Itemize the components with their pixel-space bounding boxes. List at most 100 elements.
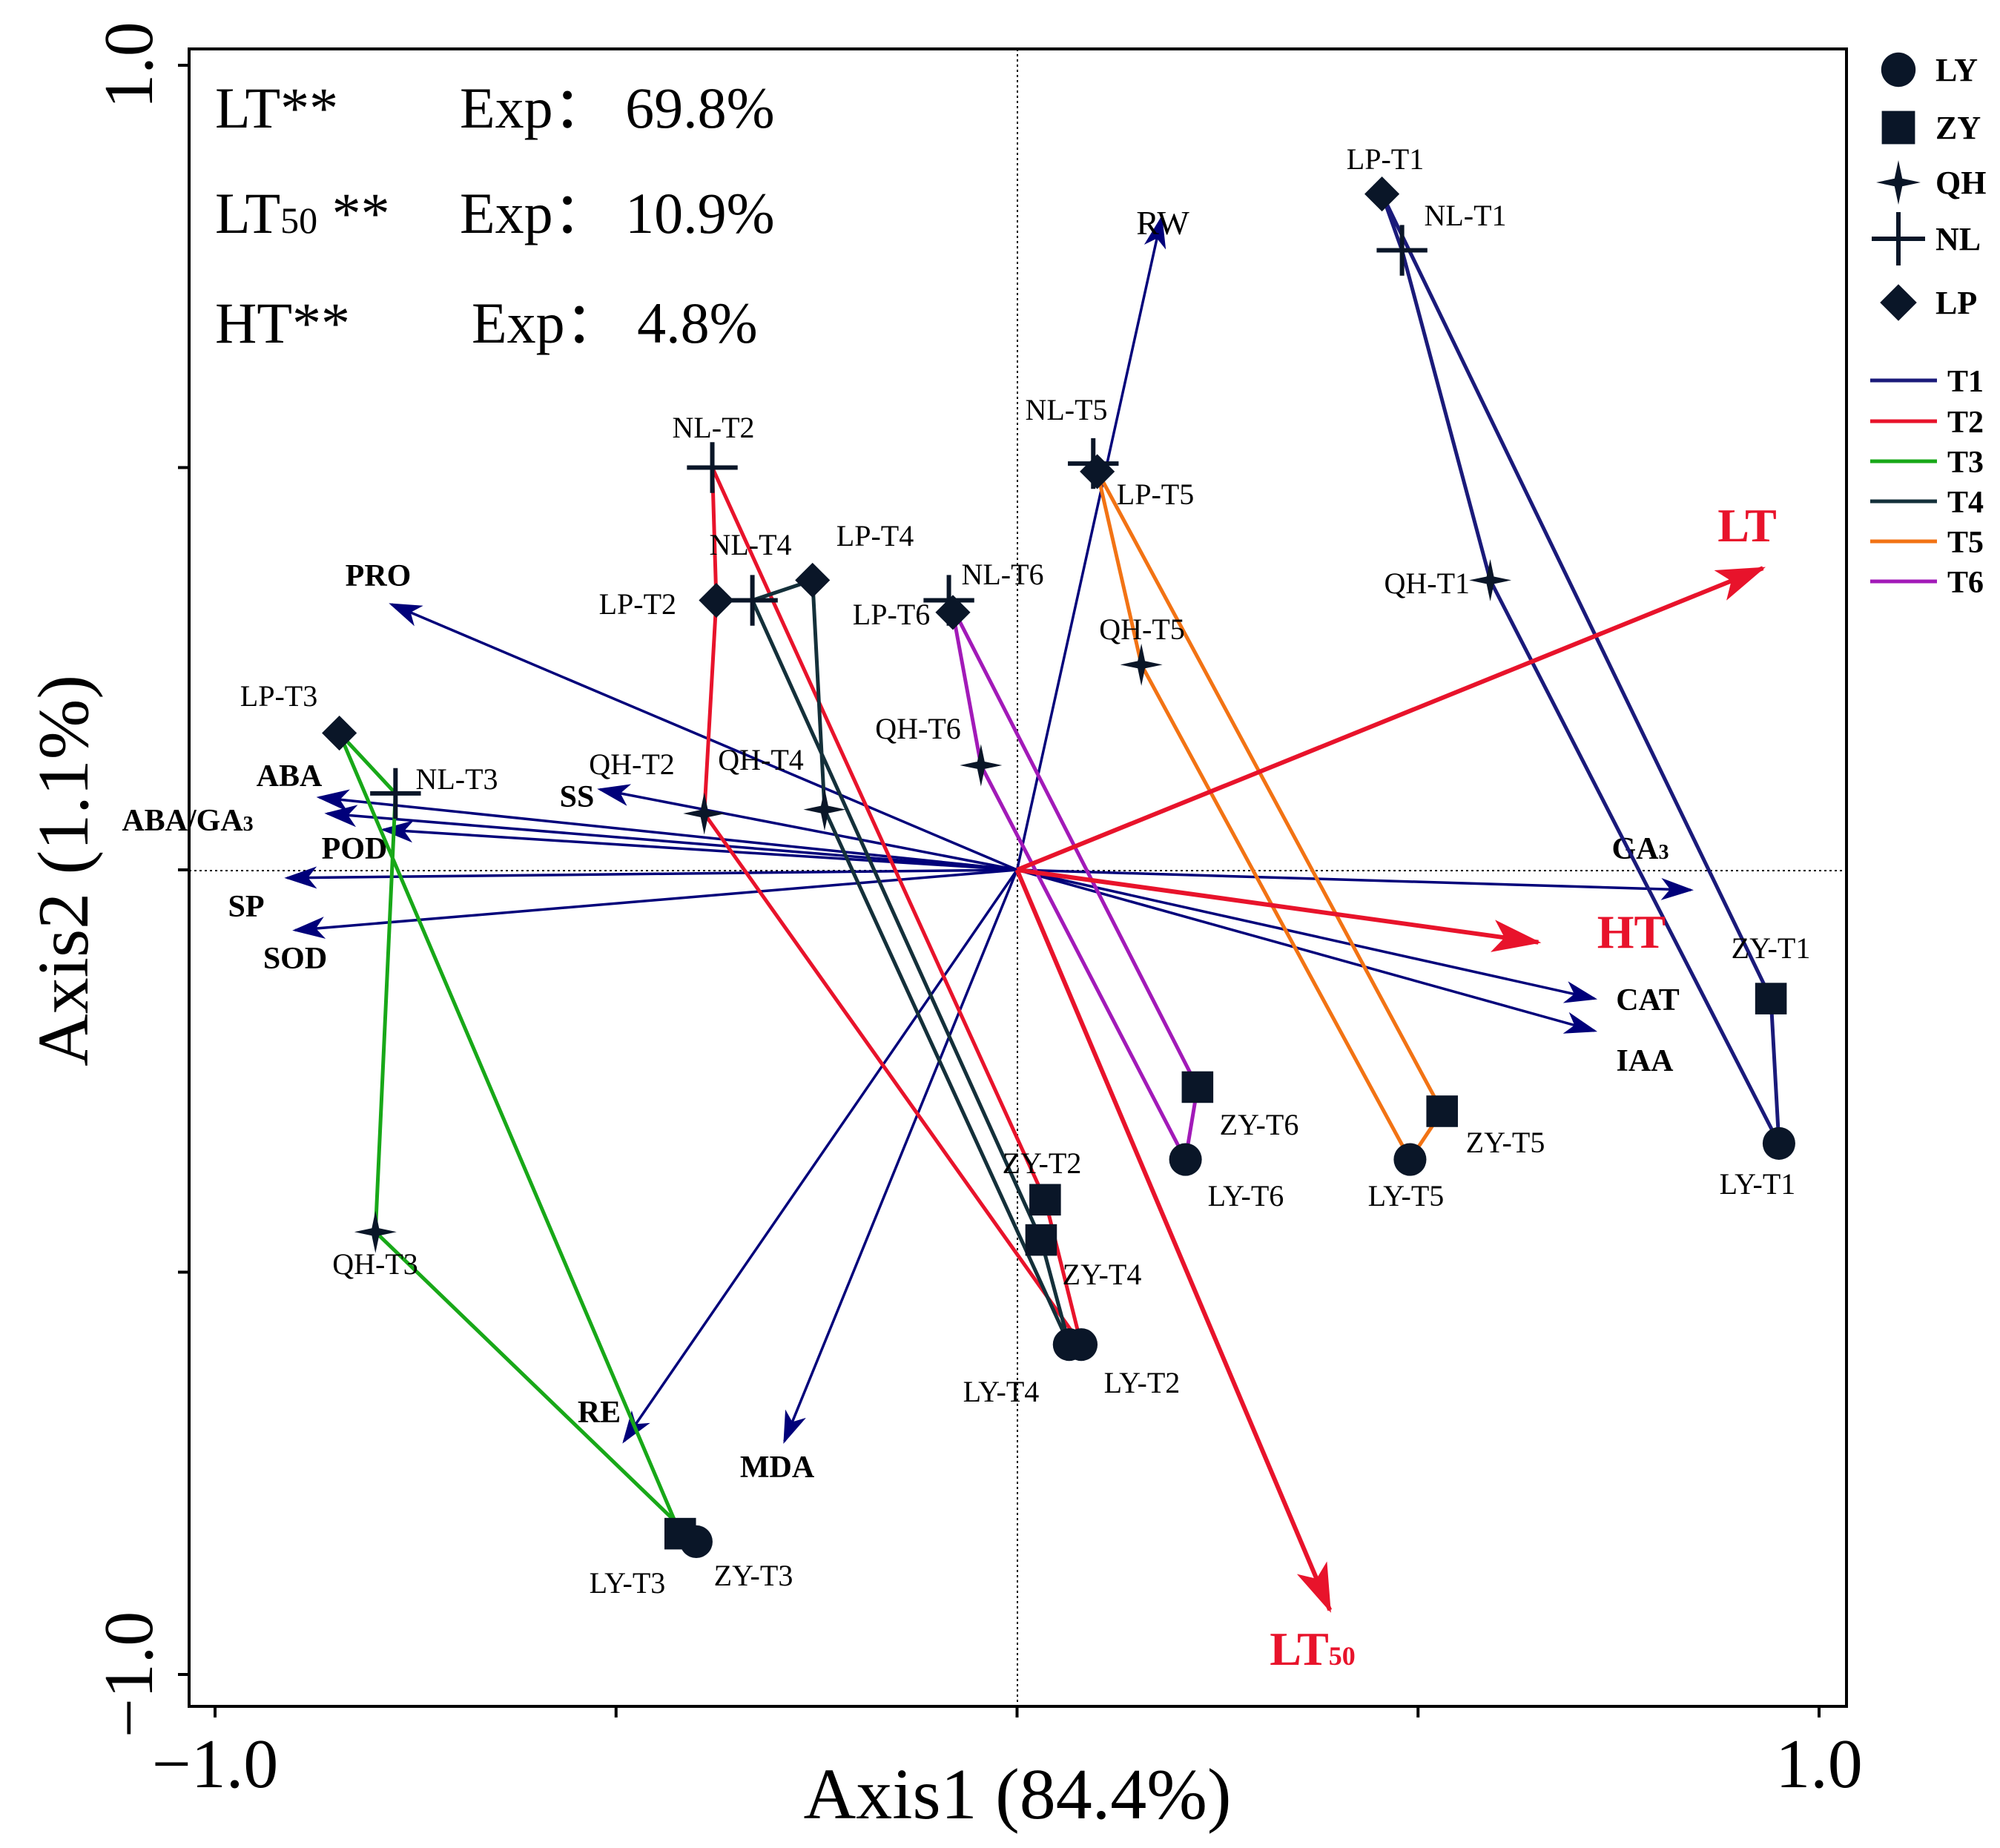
- sample-marker-qh-t1: [1469, 558, 1512, 601]
- trait-label-aba-ga3: ABA/GA3: [122, 804, 253, 838]
- stat-explained: Exp： 4.8%: [472, 291, 758, 355]
- sample-marker-qh-t5: [1120, 643, 1163, 686]
- trait-arrow-aba-ga3: [324, 805, 1017, 871]
- group-outline-t1: [1380, 192, 1781, 1146]
- sample-label-ly-t4: LY-T4: [963, 1375, 1040, 1408]
- legend-label-t4: T4: [1947, 486, 1984, 520]
- env-label-ht: HT: [1597, 905, 1666, 958]
- sample-label-lp-t5: LP-T5: [1117, 478, 1194, 511]
- trait-label-mda: MDA: [740, 1451, 815, 1485]
- trait-label-aba: ABA: [257, 759, 323, 793]
- group-outline-t2: [702, 466, 1083, 1347]
- sample-label-zy-t5: ZY-T5: [1466, 1126, 1545, 1159]
- sample-marker-ly-t4: [1052, 1328, 1086, 1362]
- sample-marker-qh-t4: [803, 788, 846, 831]
- trait-arrow-mda: [783, 869, 1019, 1445]
- env-arrow-lt: [1016, 566, 1766, 872]
- sample-marker-lp-t4: [795, 562, 831, 598]
- sample-label-nl-t1: NL-T1: [1424, 199, 1506, 232]
- y-tick-label: −1.0: [90, 1611, 168, 1738]
- sample-marker-ly-t1: [1762, 1126, 1795, 1160]
- sample-label-zy-t6: ZY-T6: [1220, 1108, 1299, 1141]
- sample-label-ly-t5: LY-T5: [1368, 1179, 1445, 1212]
- sample-marker-zy-t1: [1755, 983, 1787, 1014]
- stat-explained: Exp： 69.8%: [460, 76, 775, 140]
- sample-marker-zy-t5: [1426, 1095, 1458, 1127]
- trait-arrow-sod: [292, 868, 1017, 939]
- legend-label-ly: LY: [1935, 52, 1978, 88]
- sample-label-lp-t4: LP-T4: [836, 519, 914, 552]
- trait-arrow-iaa: [1017, 868, 1598, 1034]
- legend-marker-nl: [1872, 212, 1925, 265]
- group-outline-t6: [947, 598, 1200, 1162]
- sample-marker-zy-t6: [1181, 1071, 1214, 1103]
- trait-label-rw: RW: [1136, 204, 1189, 242]
- y-axis-label: Axis2 (1.1%): [24, 675, 104, 1066]
- sample-label-nl-t3: NL-T3: [415, 762, 498, 796]
- sample-marker-nl-t4: [727, 575, 778, 626]
- sample-marker-zy-t2: [1029, 1184, 1061, 1216]
- sample-label-nl-t5: NL-T5: [1025, 393, 1107, 426]
- sample-label-qh-t1: QH-T1: [1384, 567, 1470, 600]
- sample-label-lp-t3: LP-T3: [240, 679, 317, 713]
- sample-label-qh-t5: QH-T5: [1099, 613, 1185, 646]
- trait-arrow-re: [622, 869, 1018, 1444]
- trait-label-sp: SP: [228, 890, 264, 924]
- group-outline-t3: [337, 731, 699, 1544]
- legend-label-qh: QH: [1935, 165, 1986, 201]
- stat-variable: HT**: [215, 291, 350, 355]
- sample-label-qh-t4: QH-T4: [718, 743, 804, 776]
- sample-marker-nl-t1: [1376, 225, 1428, 276]
- legend-marker-zy: [1881, 110, 1915, 145]
- sample-label-lp-t6: LP-T6: [853, 598, 930, 631]
- legend-label-zy: ZY: [1935, 110, 1981, 146]
- sample-marker-qh-t3: [354, 1210, 397, 1253]
- sample-marker-ly-t5: [1393, 1143, 1427, 1176]
- sample-marker-ly-t6: [1169, 1143, 1202, 1176]
- trait-label-pro: PRO: [346, 559, 412, 593]
- group-outline-t4: [750, 578, 1072, 1347]
- legend-label-nl: NL: [1935, 221, 1981, 257]
- sample-label-ly-t1: LY-T1: [1720, 1167, 1796, 1201]
- legend-label-t3: T3: [1947, 446, 1984, 480]
- sample-marker-zy-t4: [1025, 1224, 1057, 1256]
- x-axis-label: Axis1 (84.4%): [803, 1755, 1231, 1835]
- stat-variable: LT**: [215, 76, 338, 140]
- sample-label-zy-t4: ZY-T4: [1063, 1258, 1142, 1291]
- trait-label-ss: SS: [560, 780, 595, 814]
- sample-marker-zy-t3: [664, 1517, 696, 1550]
- env-label-lt50: LT50: [1270, 1623, 1356, 1675]
- legend-label-lp: LP: [1935, 285, 1977, 321]
- sample-label-nl-t2: NL-T2: [672, 411, 754, 444]
- trait-arrow-rw: [1015, 215, 1166, 871]
- sample-label-nl-t6: NL-T6: [961, 558, 1043, 591]
- env-label-lt: LT: [1717, 499, 1777, 552]
- trait-label-iaa: IAA: [1616, 1044, 1674, 1078]
- sample-marker-lp-t5: [1080, 454, 1115, 489]
- sample-label-zy-t1: ZY-T1: [1732, 931, 1811, 965]
- env-arrow-ht: [1017, 868, 1542, 952]
- trait-label-cat: CAT: [1616, 983, 1680, 1017]
- stat-variable: LT50 **: [215, 181, 390, 245]
- legend-marker-lp: [1880, 284, 1917, 321]
- x-tick-label: 1.0: [1775, 1726, 1863, 1803]
- legend-label-t2: T2: [1947, 406, 1984, 440]
- sample-marker-lp-t2: [699, 582, 734, 618]
- x-tick-label: −1.0: [152, 1726, 279, 1803]
- sample-label-ly-t3: LY-T3: [590, 1566, 666, 1600]
- sample-marker-qh-t6: [960, 744, 1003, 787]
- stat-explained: Exp： 10.9%: [460, 181, 775, 245]
- legend-marker-qh: [1876, 160, 1921, 205]
- trait-label-sod: SOD: [263, 942, 327, 976]
- sample-label-lp-t2: LP-T2: [599, 587, 676, 621]
- sample-marker-lp-t3: [322, 715, 357, 751]
- sample-marker-qh-t2: [683, 792, 726, 835]
- env-arrow-lt50: [1014, 868, 1333, 1613]
- trait-label-pod: POD: [322, 832, 388, 866]
- sample-label-ly-t6: LY-T6: [1208, 1179, 1284, 1212]
- sample-label-nl-t4: NL-T4: [709, 528, 791, 561]
- sample-marker-nl-t2: [687, 442, 738, 493]
- sample-label-qh-t6: QH-T6: [875, 712, 961, 745]
- legend-label-t1: T1: [1947, 365, 1984, 399]
